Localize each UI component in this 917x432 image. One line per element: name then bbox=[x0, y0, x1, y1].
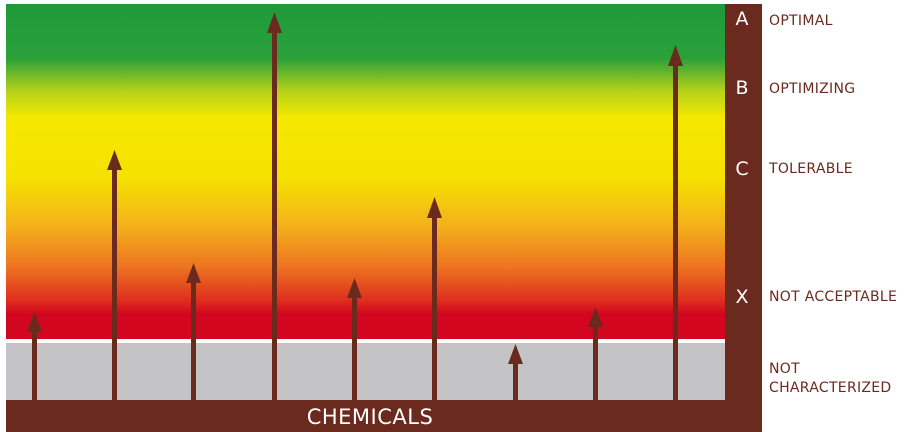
level-label-optimal: OPTIMAL bbox=[769, 13, 833, 29]
grade-letter-column bbox=[725, 4, 762, 432]
chemical-arrow bbox=[508, 344, 523, 400]
grade-letter-a: A bbox=[736, 8, 749, 30]
chemical-arrow bbox=[668, 45, 683, 400]
level-label-tolerable: TOLERABLE bbox=[768, 161, 853, 177]
grade-letter-c: C bbox=[735, 158, 748, 180]
chemical-arrow bbox=[186, 263, 201, 400]
grade-letter-x: X bbox=[735, 286, 748, 308]
chemical-arrow bbox=[267, 12, 282, 400]
chemical-arrow bbox=[427, 197, 442, 400]
rating-gradient-band bbox=[6, 4, 725, 341]
level-label-optimizing: OPTIMIZING bbox=[769, 81, 855, 97]
chemical-arrow bbox=[347, 278, 362, 400]
chemicals-axis-label: CHEMICALS bbox=[307, 405, 434, 429]
chemicals-axis-bar bbox=[6, 400, 762, 432]
chemical-arrows bbox=[27, 12, 683, 400]
chemical-arrow bbox=[588, 307, 603, 400]
band-divider-line bbox=[6, 339, 725, 343]
chemical-arrow bbox=[27, 312, 42, 400]
level-label-not-characterized-line2: CHARACTERIZED bbox=[769, 380, 892, 396]
not-characterized-band bbox=[6, 341, 725, 400]
chemical-arrow bbox=[107, 150, 122, 400]
grade-letter-b: B bbox=[735, 77, 748, 99]
level-label-not-characterized-line1: NOT bbox=[769, 361, 800, 377]
level-label-not-acceptable: NOT ACCEPTABLE bbox=[769, 289, 897, 305]
